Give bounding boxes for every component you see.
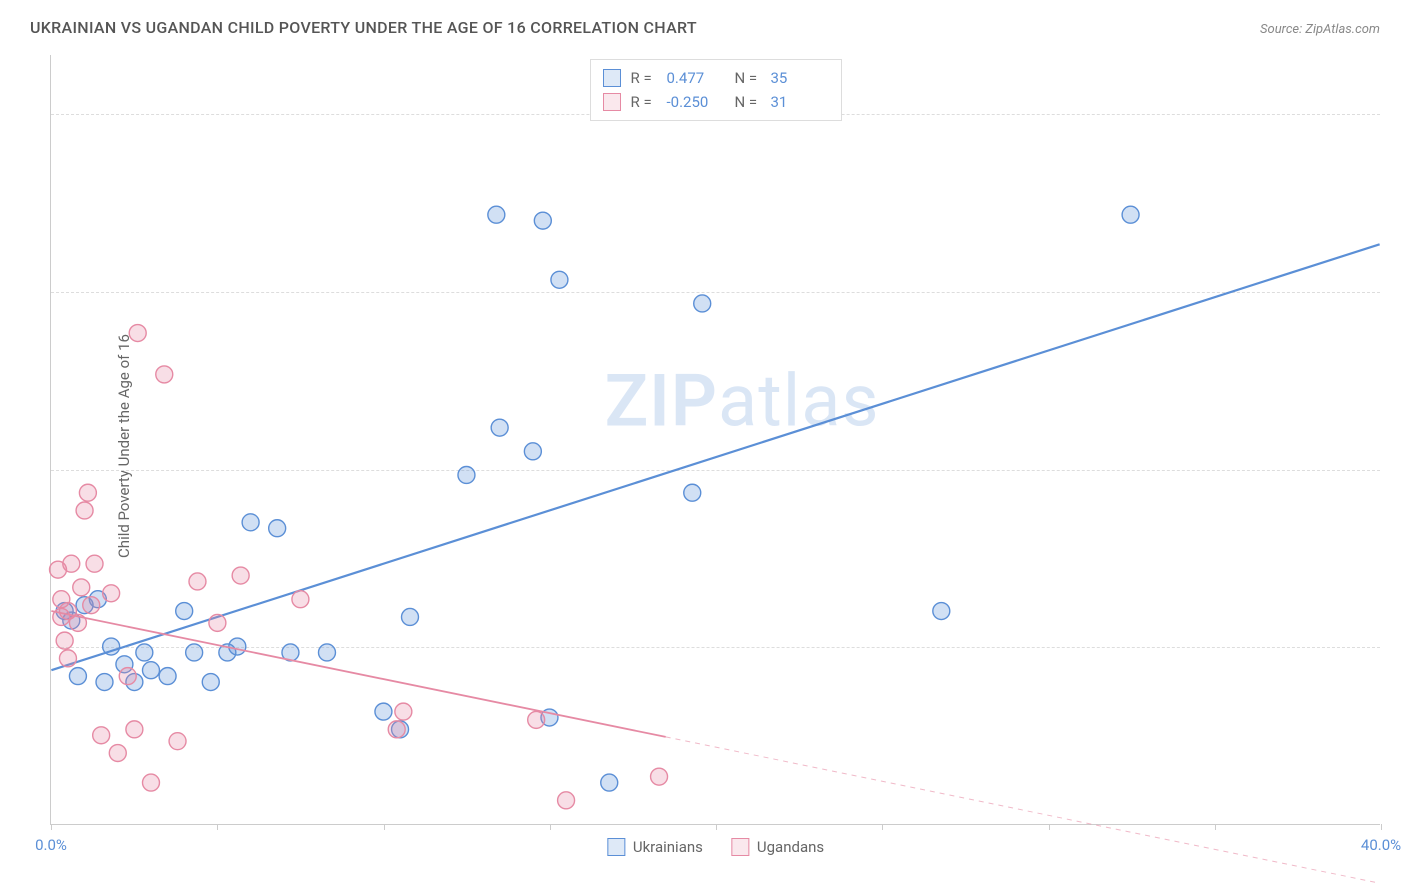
scatter-point <box>186 644 203 661</box>
x-tick <box>882 824 883 830</box>
scatter-point <box>601 774 618 791</box>
legend-series: Ukrainians Ugandans <box>607 838 824 856</box>
scatter-point <box>488 206 505 223</box>
scatter-point <box>86 555 103 572</box>
legend-r-label: R = <box>631 90 657 114</box>
x-tick <box>51 824 52 830</box>
scatter-point <box>119 668 136 685</box>
legend-series-item: Ugandans <box>731 838 824 856</box>
y-tick-label: 60.0% <box>1390 105 1406 123</box>
scatter-point <box>209 614 226 631</box>
legend-swatch <box>603 69 621 87</box>
scatter-point <box>69 668 86 685</box>
legend-n-value: 35 <box>771 66 829 90</box>
legend-n-value: 31 <box>771 90 829 114</box>
scatter-point <box>126 721 143 738</box>
legend-r-value: 0.477 <box>667 66 725 90</box>
x-tick-label: 0.0% <box>35 836 67 854</box>
x-tick <box>1215 824 1216 830</box>
legend-stats-row: R = -0.250 N = 31 <box>603 90 829 114</box>
chart-area: ZIPatlas R = 0.477 N = 35 R = -0.250 N =… <box>50 55 1380 825</box>
x-tick <box>384 824 385 830</box>
scatter-point <box>176 603 193 620</box>
scatter-point <box>528 711 545 728</box>
scatter-point <box>229 638 246 655</box>
scatter-point <box>83 597 100 614</box>
legend-r-value: -0.250 <box>667 90 725 114</box>
scatter-point <box>103 585 120 602</box>
x-tick <box>1049 824 1050 830</box>
legend-r-label: R = <box>631 66 657 90</box>
scatter-point <box>318 644 335 661</box>
scatter-point <box>458 467 475 484</box>
chart-title: UKRAINIAN VS UGANDAN CHILD POVERTY UNDER… <box>30 18 697 37</box>
scatter-point <box>375 703 392 720</box>
scatter-point <box>491 419 508 436</box>
scatter-point <box>651 768 668 785</box>
scatter-point <box>76 502 93 519</box>
legend-series-item: Ukrainians <box>607 838 703 856</box>
legend-swatch <box>603 93 621 111</box>
legend-series-label: Ugandans <box>757 838 824 856</box>
scatter-point <box>388 721 405 738</box>
legend-swatch <box>731 838 749 856</box>
scatter-point <box>63 555 80 572</box>
y-tick-label: 45.0% <box>1390 283 1406 301</box>
scatter-point <box>93 727 110 744</box>
scatter-point <box>292 591 309 608</box>
legend-stats-row: R = 0.477 N = 35 <box>603 66 829 90</box>
scatter-point <box>933 603 950 620</box>
scatter-point <box>56 632 73 649</box>
scatter-point <box>242 514 259 531</box>
y-tick-label: 30.0% <box>1390 461 1406 479</box>
scatter-point <box>159 668 176 685</box>
scatter-point <box>189 573 206 590</box>
scatter-point <box>73 579 90 596</box>
trend-line-dashed <box>666 737 1380 883</box>
trend-line-solid <box>51 244 1379 670</box>
scatter-point <box>395 703 412 720</box>
scatter-point <box>402 608 419 625</box>
legend-stats: R = 0.477 N = 35 R = -0.250 N = 31 <box>590 59 842 121</box>
scatter-point <box>59 650 76 667</box>
scatter-point <box>96 674 113 691</box>
scatter-point <box>524 443 541 460</box>
scatter-point <box>79 484 96 501</box>
scatter-point <box>1122 206 1139 223</box>
scatter-point <box>684 484 701 501</box>
scatter-point <box>142 662 159 679</box>
scatter-point <box>169 733 186 750</box>
x-tick-label: 40.0% <box>1361 836 1401 854</box>
scatter-point <box>232 567 249 584</box>
x-tick <box>716 824 717 830</box>
scatter-point <box>534 212 551 229</box>
scatter-point <box>142 774 159 791</box>
x-tick <box>550 824 551 830</box>
legend-n-label: N = <box>735 66 761 90</box>
legend-n-label: N = <box>735 90 761 114</box>
scatter-plot-svg <box>51 55 1380 824</box>
x-tick <box>1381 824 1382 830</box>
x-tick <box>217 824 218 830</box>
scatter-point <box>156 366 173 383</box>
scatter-point <box>136 644 153 661</box>
scatter-point <box>202 674 219 691</box>
scatter-point <box>558 792 575 809</box>
scatter-point <box>129 325 146 342</box>
scatter-point <box>269 520 286 537</box>
source-attribution: Source: ZipAtlas.com <box>1260 22 1380 37</box>
y-tick-label: 15.0% <box>1390 638 1406 656</box>
scatter-point <box>109 745 126 762</box>
legend-series-label: Ukrainians <box>633 838 703 856</box>
scatter-point <box>694 295 711 312</box>
scatter-point <box>551 271 568 288</box>
legend-swatch <box>607 838 625 856</box>
